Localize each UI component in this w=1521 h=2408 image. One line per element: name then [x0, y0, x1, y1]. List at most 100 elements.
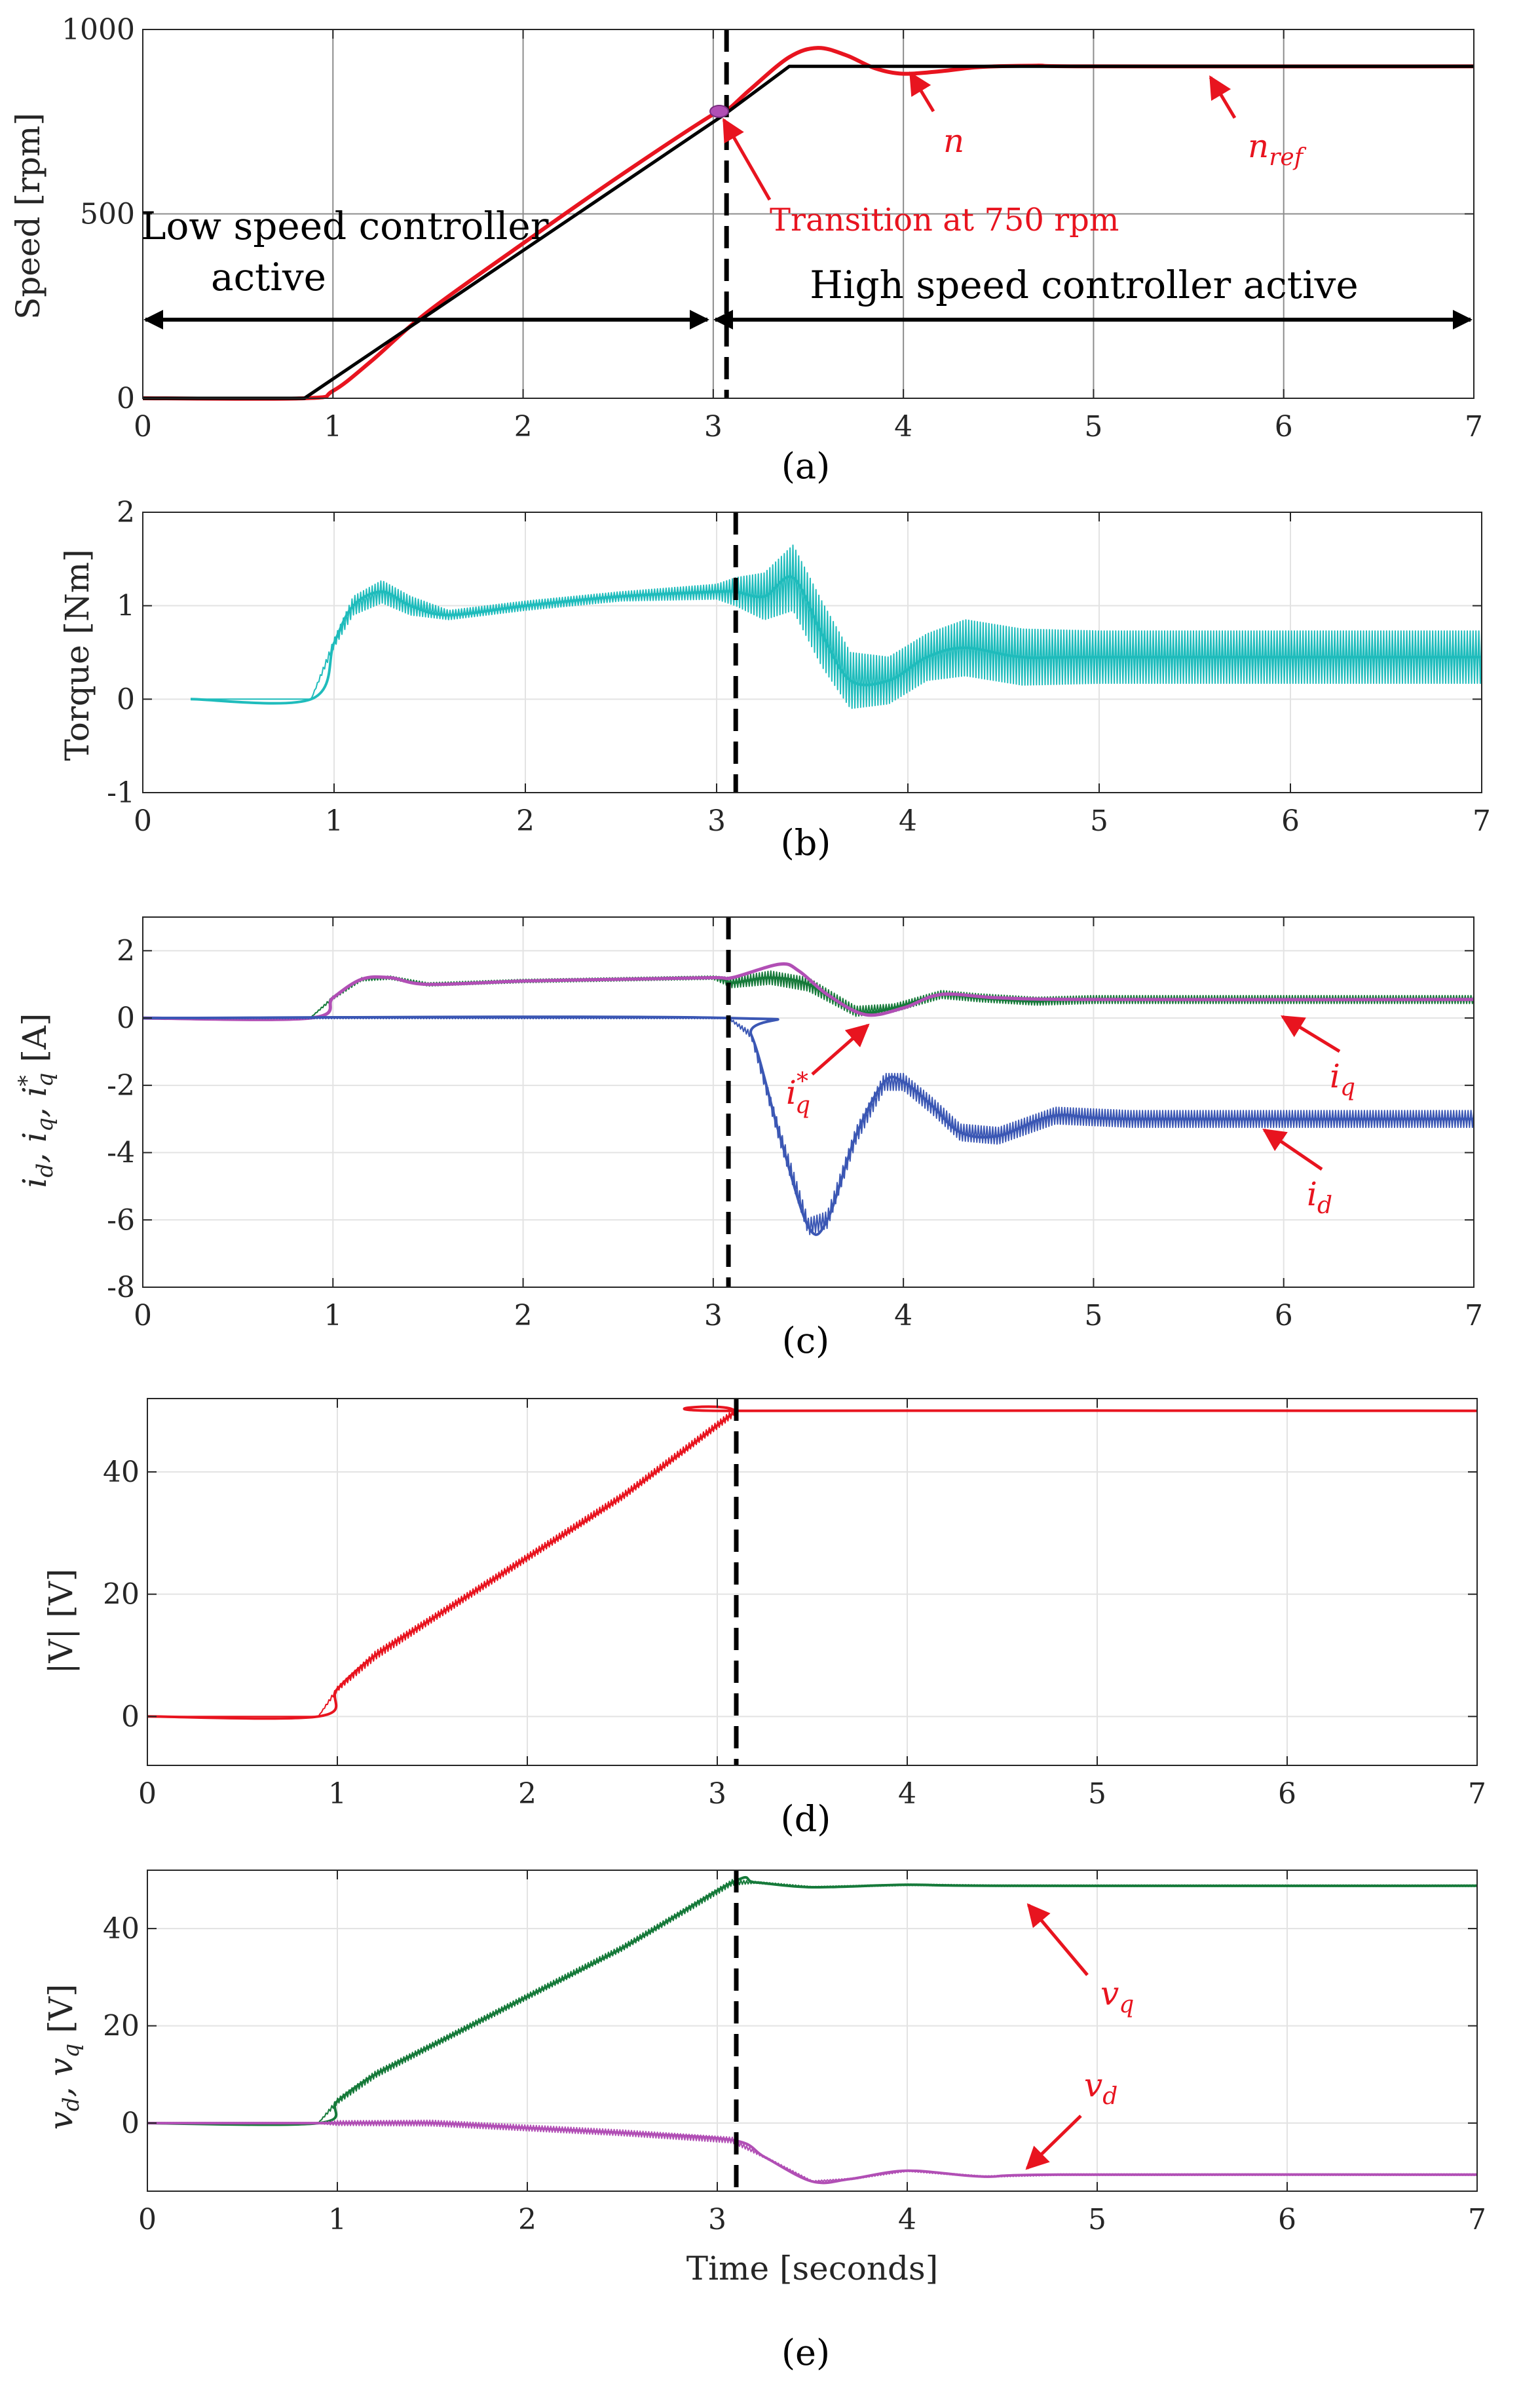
torque-axis-label: Torque [Nm]: [58, 549, 96, 761]
series-base-c-id: [142, 1015, 1474, 1236]
transition-label: Transition at 750 rpm: [770, 202, 1119, 238]
x-tick-label-c-1: 1: [324, 1299, 342, 1332]
x-tick-label-b-0: 0: [134, 804, 152, 838]
y-tick-label-a-0: 0: [117, 382, 135, 415]
iqs-arrow: [811, 1023, 870, 1076]
y-tick-label-c-3: -2: [107, 1069, 135, 1102]
x-tick-label-d-4: 4: [898, 1777, 916, 1811]
y-tick-label-b-3: 2: [117, 496, 135, 529]
x-tick-label-b-7: 7: [1473, 804, 1491, 838]
x-tick-label-a-6: 6: [1275, 410, 1293, 443]
grid-panel-e: [147, 1870, 1477, 2191]
vq-arrow: [1026, 1903, 1089, 1976]
series-c-id: [142, 1017, 1474, 1235]
y-tick-label-d-0: 0: [121, 1700, 140, 1733]
iqs-label: i* q: [786, 1068, 810, 1119]
grid-panel-b: [143, 512, 1482, 793]
speed-axis-label: Speed [rpm]: [9, 113, 47, 320]
x-tick-label-c-3: 3: [704, 1299, 723, 1332]
x-tick-label-b-2: 2: [516, 804, 535, 838]
caption-b: (b): [781, 822, 831, 863]
series-b-torque: [191, 544, 1482, 709]
x-tick-label-e-0: 0: [138, 2203, 157, 2236]
vd-arrow: [1025, 2115, 1082, 2170]
y-tick-label-c-1: -6: [107, 1203, 135, 1237]
x-tick-label-d-6: 6: [1278, 1777, 1296, 1811]
transition-marker: [709, 105, 729, 118]
y-tick-label-a-2: 1000: [62, 13, 135, 47]
x-tick-label-e-4: 4: [898, 2203, 916, 2236]
y-tick-label-b-1: 0: [117, 683, 135, 716]
caption-c: (c): [782, 1320, 829, 1361]
transition-arrow: [722, 117, 772, 201]
panel-a-speed: 0 1 2 3 4 5 6 7 0 500 1000 Speed [rpm] (a) Low spe…: [9, 13, 1483, 487]
y-tick-label-a-1: 500: [80, 198, 135, 231]
grid-panel-a: [143, 29, 1474, 398]
iq-arrow: [1281, 1015, 1341, 1053]
x-tick-label-b-3: 3: [707, 804, 726, 838]
panel-c-currents: 0 1 2 3 4 5 6 7 -8 -6 -4 -2 0 2 id, iq, i*q [A] (c) i…: [14, 916, 1483, 1361]
x-tick-label-a-1: 1: [324, 410, 342, 443]
series-c-iq: [142, 962, 1474, 1021]
y-tick-label-c-4: 0: [117, 1002, 135, 1035]
time-axis-label: Time [seconds]: [686, 2249, 938, 2287]
y-tick-label-d-1: 20: [103, 1578, 140, 1611]
y-tick-label-d-2: 40: [103, 1456, 140, 1489]
series-d-V: [147, 1409, 1477, 1718]
series-e-vd: [147, 2119, 1478, 2183]
n-arrow: [909, 71, 935, 113]
x-tick-label-a-3: 3: [704, 410, 723, 443]
x-tick-label-c-4: 4: [894, 1299, 912, 1332]
x-tick-label-d-7: 7: [1468, 1777, 1486, 1811]
x-tick-label-d-2: 2: [518, 1777, 536, 1811]
y-tick-label-b-0: -1: [107, 776, 135, 810]
series-e-vq: [147, 1879, 1478, 2124]
x-tick-label-c-2: 2: [514, 1299, 533, 1332]
low-speed-label-2: active: [211, 255, 326, 299]
x-tick-label-e-1: 1: [328, 2203, 347, 2236]
caption-d: (d): [781, 1798, 831, 1839]
id-label: id: [1307, 1175, 1332, 1219]
y-tick-label-c-0: -8: [107, 1271, 135, 1304]
y-tick-label-c-5: 2: [117, 934, 135, 968]
y-tick-label-e-0: 0: [121, 2107, 140, 2140]
nref-label: nref: [1248, 127, 1307, 171]
low-speed-label: Low speed controller: [141, 204, 549, 248]
n-label: n: [943, 122, 964, 160]
voltage-magnitude-axis-label: |V| [V]: [42, 1569, 80, 1674]
series-base-e-vq: [147, 1875, 1478, 2126]
x-tick-label-c-6: 6: [1275, 1299, 1293, 1332]
y-tick-label-b-2: 1: [117, 590, 135, 623]
nref-arrow: [1209, 75, 1237, 119]
x-tick-label-d-3: 3: [708, 1777, 726, 1811]
dq-voltage-axis-label: vd, vq [V]: [42, 1984, 84, 2130]
x-tick-label-d-5: 5: [1088, 1777, 1106, 1811]
x-tick-label-e-5: 5: [1088, 2203, 1106, 2236]
x-tick-label-b-6: 6: [1281, 804, 1300, 838]
series-base-d-V: [147, 1405, 1478, 1720]
x-tick-label-b-4: 4: [899, 804, 917, 838]
x-tick-label-e-3: 3: [708, 2203, 726, 2236]
y-tick-label-e-1: 20: [103, 2010, 140, 2043]
y-tick-label-e-2: 40: [103, 1912, 140, 1946]
x-tick-label-e-7: 7: [1468, 2203, 1486, 2236]
x-tick-label-a-4: 4: [894, 410, 912, 443]
caption-e: (e): [781, 2332, 830, 2373]
caption-a: (a): [781, 445, 830, 487]
x-tick-label-c-0: 0: [134, 1299, 152, 1332]
series-base-e-vd: [147, 2121, 1478, 2185]
x-tick-label-a-7: 7: [1465, 410, 1483, 443]
grid-panel-d: [147, 1399, 1477, 1765]
x-tick-label-c-7: 7: [1465, 1299, 1483, 1332]
x-tick-label-a-5: 5: [1084, 410, 1102, 443]
high-speed-label: High speed controller active: [810, 263, 1358, 307]
x-tick-label-d-1: 1: [328, 1777, 347, 1811]
vq-label: vq: [1100, 1974, 1134, 2018]
x-tick-label-c-5: 5: [1084, 1299, 1102, 1332]
x-tick-label-e-2: 2: [518, 2203, 536, 2236]
x-tick-label-e-6: 6: [1278, 2203, 1296, 2236]
x-tick-label-b-5: 5: [1090, 804, 1108, 838]
